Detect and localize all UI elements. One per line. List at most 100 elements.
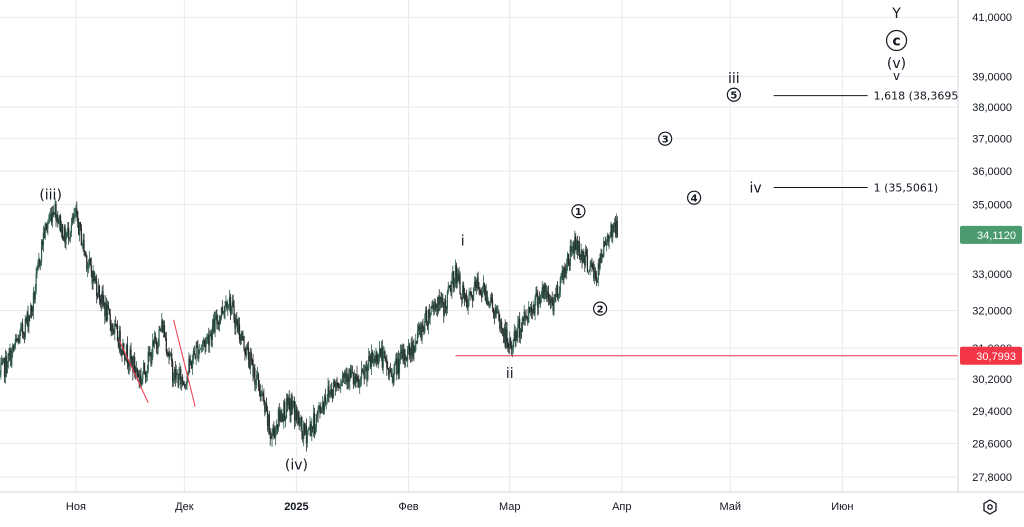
candle-body — [97, 285, 100, 297]
wave-label: i — [461, 233, 465, 249]
candle-body — [325, 402, 327, 404]
candle-body — [331, 389, 333, 395]
candle-body — [60, 224, 63, 232]
candle-body — [46, 224, 48, 229]
candle-body — [35, 273, 37, 291]
candle-body — [249, 352, 251, 369]
candle-body — [350, 372, 353, 377]
candle-body — [167, 353, 169, 355]
candle-body — [3, 358, 6, 378]
candle-body — [444, 300, 447, 308]
candle-body — [54, 203, 56, 214]
candle-body — [58, 223, 60, 225]
wave-circle — [885, 29, 908, 52]
candle-body — [43, 232, 45, 238]
candle-body — [305, 425, 307, 444]
candle-body — [397, 358, 400, 374]
candle-body — [510, 345, 513, 350]
time-axis-panel[interactable] — [0, 492, 958, 527]
candle-body — [237, 324, 240, 332]
candle-body — [313, 413, 315, 429]
candle-body — [217, 321, 219, 325]
candle-body — [102, 291, 104, 302]
candle-body — [472, 287, 475, 301]
candle-body — [344, 372, 346, 379]
candle-body — [94, 277, 96, 281]
candle-body — [591, 263, 593, 268]
candle-body — [550, 297, 552, 304]
candle-body — [599, 253, 601, 269]
gear-outline — [983, 499, 997, 515]
candle-body — [138, 376, 140, 381]
candle-body — [463, 292, 466, 301]
candle-body — [280, 411, 282, 422]
candle-body — [213, 319, 215, 333]
candle-body — [545, 291, 547, 293]
candle-body — [187, 373, 189, 377]
gear-icon[interactable] — [983, 499, 997, 515]
candle-body — [277, 409, 279, 430]
price-tick-label: 29,4000 — [972, 406, 1012, 418]
candle-body — [615, 220, 617, 234]
candle-body — [210, 332, 213, 340]
candle-body — [502, 331, 505, 337]
candle-body — [312, 426, 314, 429]
candle-body — [474, 282, 476, 286]
channel-line — [118, 340, 149, 403]
candle-body — [283, 401, 285, 422]
candle-body — [504, 327, 506, 348]
candle-body — [95, 277, 97, 282]
candle-body — [487, 301, 489, 305]
candle-body — [253, 367, 255, 377]
candle-body — [451, 280, 453, 293]
candle-body — [512, 340, 514, 347]
candle-body — [212, 319, 214, 327]
candle-body — [175, 372, 177, 380]
candle-body — [294, 409, 297, 421]
candle-body — [239, 339, 242, 341]
candle-body — [395, 358, 397, 362]
candle-body — [307, 429, 309, 431]
candle-body — [378, 348, 381, 356]
candle-body — [341, 375, 344, 383]
candle-body — [247, 347, 250, 360]
candle-body — [511, 346, 514, 350]
candle-body — [594, 270, 597, 277]
candle-body — [600, 253, 602, 262]
candle-body — [228, 296, 231, 307]
candle-body — [123, 343, 125, 355]
candle-body — [380, 347, 382, 357]
candle-body — [244, 348, 246, 354]
candle-body — [604, 241, 607, 246]
candle-body — [392, 376, 394, 382]
candle-body — [389, 368, 392, 373]
candle-body — [406, 356, 408, 361]
candle-body — [111, 324, 113, 332]
candle-body — [6, 368, 8, 374]
price-axis-panel[interactable] — [958, 0, 1024, 527]
candle-body — [128, 364, 130, 367]
candle-body — [575, 236, 577, 250]
candle-body — [68, 237, 71, 240]
candle-body — [444, 300, 446, 316]
candle-body — [12, 345, 15, 349]
candle-body — [183, 384, 185, 386]
candle-body — [570, 245, 572, 252]
candle-body — [377, 360, 379, 365]
candle-body — [246, 347, 248, 356]
candle-body — [163, 325, 166, 337]
candle-body — [142, 374, 144, 379]
candle-body — [560, 273, 562, 278]
candle-body — [330, 389, 332, 392]
candle-body — [482, 282, 485, 293]
candle-body — [178, 372, 180, 385]
candle-body — [616, 220, 618, 237]
candle-body — [582, 251, 584, 263]
candle-body — [534, 297, 536, 314]
candle-body — [596, 279, 598, 283]
candle-body — [141, 378, 143, 385]
price-tick-label: 39,0000 — [972, 71, 1012, 83]
candle-body — [527, 317, 529, 323]
